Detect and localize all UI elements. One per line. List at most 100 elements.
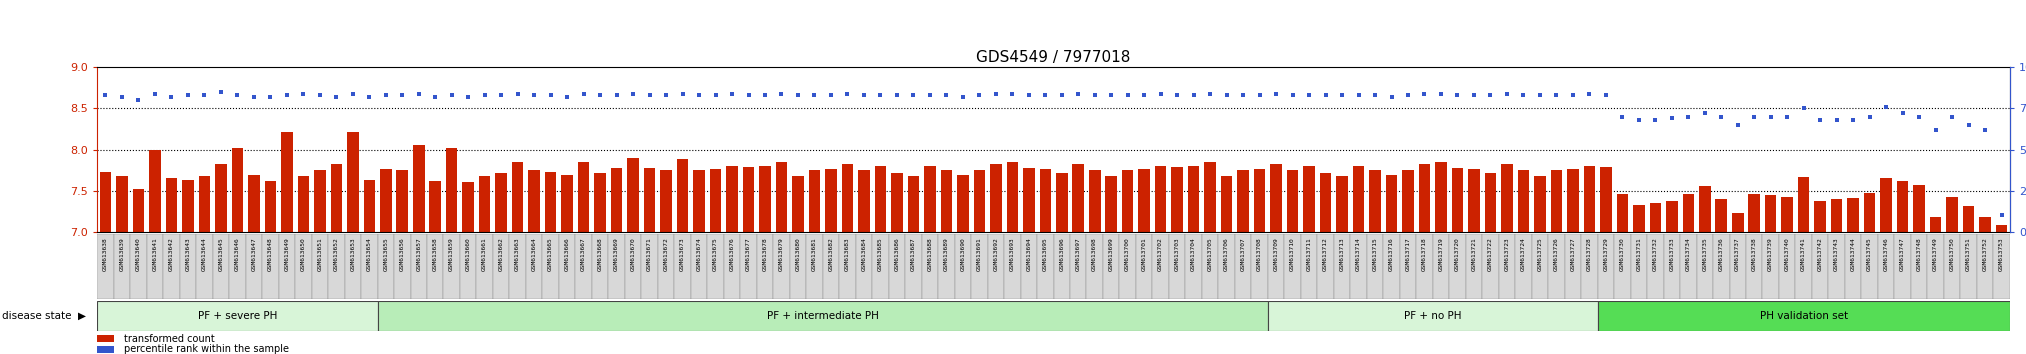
Bar	[247, 175, 259, 232]
Bar	[1665, 201, 1678, 232]
Bar	[691, 234, 707, 299]
Bar	[1236, 234, 1252, 299]
Text: GSM613717: GSM613717	[1406, 237, 1410, 271]
Text: disease state  ▶: disease state ▶	[2, 311, 85, 321]
Bar	[1418, 164, 1430, 232]
Text: GSM613663: GSM613663	[515, 237, 521, 271]
Text: GSM613670: GSM613670	[630, 237, 636, 271]
Point	[600, 92, 632, 98]
Bar	[859, 170, 869, 232]
Text: PH validation set: PH validation set	[1761, 311, 1848, 321]
Bar	[1532, 234, 1548, 299]
Point	[766, 91, 798, 96]
Point	[205, 89, 237, 95]
Bar	[1434, 162, 1447, 232]
Bar	[1088, 170, 1100, 232]
Text: GSM613652: GSM613652	[334, 237, 338, 271]
Text: GSM613675: GSM613675	[713, 237, 717, 271]
Bar	[658, 234, 675, 299]
Point	[997, 91, 1029, 96]
Bar	[1453, 168, 1463, 232]
Text: GSM613658: GSM613658	[434, 237, 438, 271]
Bar	[231, 148, 243, 232]
Bar	[1072, 164, 1084, 232]
Text: GSM613656: GSM613656	[399, 237, 405, 271]
Bar	[592, 234, 608, 299]
Point	[221, 92, 253, 98]
Bar	[875, 166, 885, 232]
Text: GSM613718: GSM613718	[1422, 237, 1426, 271]
Point	[683, 92, 715, 98]
Bar	[1469, 169, 1479, 232]
Point	[731, 92, 764, 98]
Text: GSM613731: GSM613731	[1637, 237, 1641, 271]
Bar	[1714, 234, 1730, 299]
Bar	[1963, 206, 1975, 232]
Bar	[608, 234, 624, 299]
Text: GSM613732: GSM613732	[1653, 237, 1657, 271]
Bar	[1037, 234, 1054, 299]
Text: GSM613678: GSM613678	[762, 237, 768, 271]
Bar	[1201, 234, 1218, 299]
Text: GSM613639: GSM613639	[120, 237, 124, 271]
Text: GSM613700: GSM613700	[1124, 237, 1131, 271]
Bar	[906, 234, 922, 299]
Text: GSM613682: GSM613682	[829, 237, 833, 271]
Point	[1969, 127, 2002, 133]
Bar	[543, 234, 559, 299]
Bar	[1353, 166, 1363, 232]
Text: GSM613684: GSM613684	[861, 237, 867, 271]
Point	[1886, 110, 1919, 116]
Text: GSM613688: GSM613688	[928, 237, 932, 271]
Point	[1309, 92, 1341, 98]
Text: GSM613726: GSM613726	[1554, 237, 1558, 271]
Bar	[1400, 234, 1416, 299]
Text: GSM613661: GSM613661	[482, 237, 486, 271]
Bar	[954, 234, 970, 299]
Bar	[1682, 194, 1694, 232]
Text: GSM613668: GSM613668	[598, 237, 602, 271]
Bar	[1384, 234, 1400, 299]
Point	[1755, 114, 1787, 120]
Text: GSM613710: GSM613710	[1291, 237, 1295, 271]
Bar	[1663, 234, 1680, 299]
Text: GSM613647: GSM613647	[251, 237, 257, 271]
Text: GSM613701: GSM613701	[1143, 237, 1147, 271]
Bar	[1781, 197, 1793, 232]
Bar	[610, 169, 622, 232]
Bar	[808, 170, 821, 232]
Text: GSM613703: GSM613703	[1175, 237, 1179, 271]
Bar	[346, 132, 359, 232]
Bar	[1943, 234, 1961, 299]
Text: GSM613655: GSM613655	[383, 237, 389, 271]
Point	[1623, 117, 1655, 123]
Text: GSM613665: GSM613665	[549, 237, 553, 271]
Bar	[446, 148, 458, 232]
Bar	[1007, 162, 1019, 232]
Bar	[361, 234, 377, 299]
Text: GSM613705: GSM613705	[1207, 237, 1214, 271]
Bar	[991, 164, 1001, 232]
Point	[1029, 92, 1062, 98]
Bar	[938, 234, 954, 299]
Bar	[1730, 234, 1746, 299]
Text: GSM613728: GSM613728	[1586, 237, 1592, 271]
Text: GSM613640: GSM613640	[136, 237, 142, 271]
Bar	[1185, 234, 1201, 299]
Text: GSM613662: GSM613662	[498, 237, 504, 271]
Point	[253, 94, 286, 100]
Point	[1475, 92, 1507, 98]
Point	[1639, 117, 1671, 123]
Point	[1738, 114, 1771, 120]
Text: GSM613709: GSM613709	[1274, 237, 1278, 271]
Bar	[675, 234, 691, 299]
Point	[1325, 92, 1357, 98]
Text: GSM613674: GSM613674	[697, 237, 701, 271]
Bar	[280, 234, 296, 299]
Text: GSM613690: GSM613690	[960, 237, 964, 271]
Bar	[509, 234, 527, 299]
Point	[865, 92, 898, 98]
Bar	[1268, 301, 1599, 331]
Bar	[1137, 234, 1153, 299]
Point	[1112, 92, 1145, 98]
